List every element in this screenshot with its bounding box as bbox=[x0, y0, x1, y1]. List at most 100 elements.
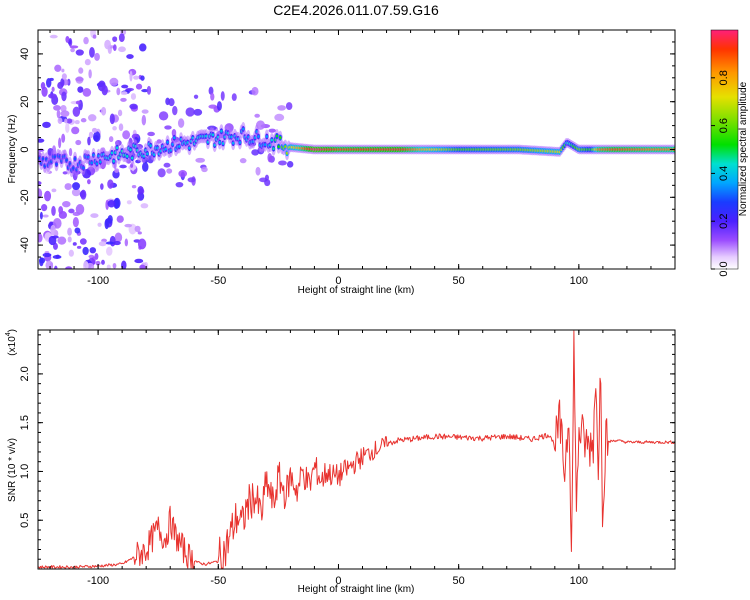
heatmap-speckle bbox=[57, 117, 63, 124]
heatmap-speckle bbox=[100, 183, 104, 190]
heatmap-speckle bbox=[89, 47, 95, 58]
colorbar-label: Normalized spectral amplitude bbox=[738, 81, 749, 216]
heatmap-ridge-cell bbox=[173, 136, 176, 140]
heatmap-speckle bbox=[93, 131, 101, 143]
heatmap-ridge-cell bbox=[257, 135, 260, 138]
heatmap-speckle bbox=[61, 91, 67, 102]
heatmap-speckle bbox=[124, 223, 133, 228]
heatmap-speckle bbox=[116, 87, 121, 96]
heatmap-speckle bbox=[147, 131, 155, 137]
heatmap-speckle bbox=[137, 185, 144, 195]
snr-y-axis-label: SNR (10 * v/v) bbox=[7, 438, 18, 502]
heatmap-speckle bbox=[175, 181, 184, 188]
heatmap-speckle bbox=[52, 217, 62, 229]
heatmap-speckle bbox=[62, 201, 71, 208]
heatmap-speckle bbox=[118, 123, 124, 132]
heatmap-speckle bbox=[166, 168, 173, 174]
chart-title: C2E4.2026.011.07.59.G16 bbox=[273, 2, 439, 18]
heatmap-speckle bbox=[64, 183, 72, 191]
heatmap-speckle bbox=[126, 54, 134, 59]
heatmap-speckle bbox=[112, 44, 117, 52]
heatmap-speckle bbox=[141, 109, 149, 114]
spectrogram-y-ticks: -40 -20 0 20 40 bbox=[19, 29, 675, 270]
heatmap-speckle bbox=[113, 241, 121, 246]
heatmap-speckle bbox=[146, 85, 152, 95]
spectrogram-panel: -100 -50 0 50 100 -40 -20 0 20 40 Height of stra… bbox=[7, 29, 676, 296]
heatmap-speckle bbox=[118, 46, 126, 53]
heatmap-ridge-cell bbox=[279, 136, 282, 140]
snr-frame bbox=[37, 329, 676, 570]
heatmap-speckle bbox=[84, 58, 91, 66]
snr-x-axis-label: Height of straight line (km) bbox=[298, 584, 415, 595]
heatmap-speckle bbox=[108, 136, 114, 143]
heatmap-speckle bbox=[137, 231, 142, 235]
heatmap-speckle bbox=[109, 77, 119, 86]
heatmap-speckle bbox=[89, 247, 97, 254]
spectrogram-x-ticks: -100 -50 0 50 100 bbox=[49, 30, 676, 287]
heatmap-speckle bbox=[42, 252, 52, 258]
heatmap-speckle bbox=[177, 118, 185, 128]
snr-y-ticks: 0.5 1.0 1.5 2.0 bbox=[19, 334, 675, 570]
heatmap-speckle bbox=[114, 232, 123, 243]
colorbar-tick-label: 0.6 bbox=[718, 118, 730, 133]
heatmap-speckle bbox=[267, 153, 273, 163]
heatmap-speckle bbox=[133, 75, 139, 80]
heatmap-ridge-cell bbox=[53, 155, 57, 159]
heatmap-speckle bbox=[72, 242, 77, 246]
heatmap-speckle bbox=[172, 105, 178, 116]
heatmap-speckle bbox=[98, 241, 107, 247]
x-tick-label: 100 bbox=[570, 275, 588, 287]
spectrogram-x-axis-label: Height of straight line (km) bbox=[298, 285, 415, 296]
snr-scale-label: (x104) bbox=[5, 329, 18, 356]
heatmap-ridge-cell bbox=[272, 147, 275, 151]
heatmap-speckle bbox=[187, 177, 196, 183]
heatmap-speckle bbox=[80, 118, 87, 123]
heatmap-speckle bbox=[75, 76, 84, 82]
heatmap-speckle bbox=[112, 36, 118, 43]
heatmap-speckle bbox=[114, 168, 120, 173]
heatmap-speckle bbox=[124, 238, 129, 247]
heatmap-speckle bbox=[117, 109, 123, 117]
heatmap-speckle bbox=[42, 121, 51, 128]
heatmap-speckle bbox=[71, 126, 80, 135]
heatmap-speckle bbox=[58, 206, 64, 215]
snr-x-ticks: -100 -50 0 50 100 bbox=[49, 330, 676, 587]
heatmap-ridge-cell bbox=[131, 156, 134, 160]
heatmap-speckle bbox=[107, 179, 114, 189]
heatmap-speckle bbox=[57, 236, 67, 245]
heatmap-speckle bbox=[83, 261, 89, 269]
heatmap-speckle bbox=[112, 262, 117, 269]
heatmap-speckle bbox=[164, 125, 172, 130]
heatmap-speckle bbox=[220, 91, 225, 101]
heatmap-speckle bbox=[39, 211, 43, 220]
heatmap-speckle bbox=[107, 199, 116, 208]
heatmap-speckle bbox=[68, 148, 73, 157]
x-tick-label: 0 bbox=[335, 575, 341, 587]
heatmap-speckle bbox=[130, 93, 137, 100]
heatmap-speckle bbox=[201, 166, 208, 173]
heatmap-speckle bbox=[140, 75, 145, 81]
heatmap-speckle bbox=[50, 224, 56, 236]
heatmap-speckle bbox=[163, 162, 171, 168]
heatmap-speckle bbox=[116, 215, 124, 223]
heatmap-speckle bbox=[274, 113, 285, 122]
heatmap-speckle bbox=[41, 204, 48, 212]
heatmap-ridge-cell bbox=[242, 127, 245, 131]
heatmap-speckle bbox=[77, 86, 84, 93]
heatmap-speckle bbox=[38, 138, 45, 143]
y-tick-label: 0.5 bbox=[19, 513, 31, 528]
heatmap-speckle bbox=[251, 86, 259, 96]
heatmap-speckle bbox=[78, 67, 84, 74]
colorbar-ticks: 0.0 0.2 0.4 0.6 0.8 bbox=[711, 70, 730, 277]
heatmap-speckle bbox=[45, 260, 54, 269]
heatmap-speckle bbox=[113, 198, 120, 210]
heatmap-ridge-cell bbox=[65, 158, 68, 162]
heatmap-ridge-cell bbox=[188, 146, 191, 150]
heatmap-speckle bbox=[109, 113, 115, 125]
heatmap-ridge-cell bbox=[220, 129, 223, 133]
heatmap-speckle bbox=[104, 39, 111, 50]
heatmap-speckle bbox=[46, 78, 52, 88]
heatmap-speckle bbox=[193, 94, 199, 99]
y-tick-label: 20 bbox=[19, 96, 31, 108]
heatmap-ridge-cell bbox=[275, 134, 279, 138]
